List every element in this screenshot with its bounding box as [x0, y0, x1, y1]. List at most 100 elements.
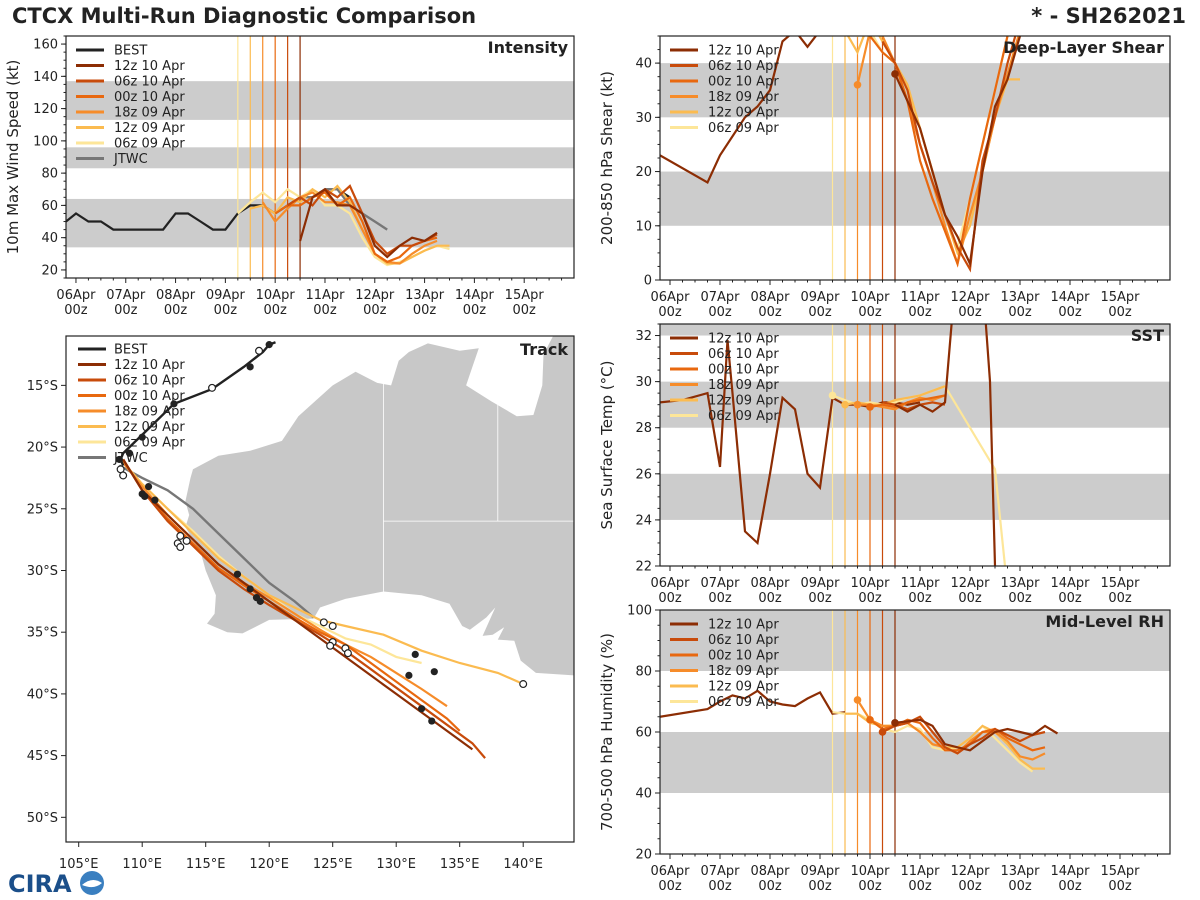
rh-xtick-day: 11Apr	[900, 864, 940, 879]
shear-run-line-0	[894, 36, 1022, 268]
sst-xtick-hour: 00z	[1008, 591, 1032, 606]
cira-logo: CIRA	[8, 870, 104, 898]
intensity-ytick-label: 40	[41, 231, 58, 246]
intensity-plot-area	[66, 36, 574, 278]
sst-xtick-day: 08Apr	[750, 576, 790, 591]
track-xtick-label: 135°E	[440, 857, 480, 872]
intensity-xtick-hour: 00z	[214, 303, 238, 318]
shear-marker	[891, 70, 899, 78]
sst-frame	[659, 323, 1171, 567]
sst-legend-label: 00z 10 Apr	[708, 363, 779, 378]
track-panel-title: Track	[520, 340, 568, 359]
shear-xtick-hour: 00z	[758, 305, 782, 320]
intensity-xtick-day: 11Apr	[305, 288, 345, 303]
intensity-xtick-day: 12Apr	[355, 288, 395, 303]
shear-legend-label: 12z 10 Apr	[708, 44, 779, 59]
rh-xtick-hour: 00z	[958, 879, 982, 894]
track-marker-filled	[265, 341, 273, 349]
intensity-legend-label: 12z 10 Apr	[114, 59, 185, 74]
track-marker-open	[519, 680, 528, 689]
track-legend-label: 06z 09 Apr	[114, 436, 185, 451]
track-marker-filled	[246, 585, 254, 593]
track-ytick-label: 20°S	[27, 441, 58, 456]
sst-xtick-hour: 00z	[708, 591, 732, 606]
track-marker-open	[328, 622, 337, 631]
intensity-xtick-hour: 00z	[64, 303, 88, 318]
rh-run-line-5	[832, 711, 1034, 773]
sst-xtick-hour: 00z	[758, 591, 782, 606]
track-marker-filled	[141, 492, 149, 501]
sst-panel-title: SST	[1131, 326, 1164, 345]
track-ytick-label: 15°S	[27, 379, 58, 394]
sst-xtick-hour: 00z	[858, 591, 882, 606]
track-marker-open	[176, 543, 185, 552]
rh-legend-label: 12z 09 Apr	[708, 680, 779, 695]
rh-ytick-label: 40	[635, 787, 652, 802]
rh-legend-label: 18z 09 Apr	[708, 664, 779, 679]
shear-run-line-1	[881, 36, 1017, 273]
rh-legend-label: 00z 10 Apr	[708, 649, 779, 664]
track-legend-label: JTWC	[113, 451, 148, 466]
track-ytick-label: 45°S	[27, 749, 58, 764]
track-marker-open	[255, 346, 264, 355]
shear-xtick-hour: 00z	[958, 305, 982, 320]
sst-legend-label: 18z 09 Apr	[708, 378, 779, 393]
track-legend-label: 12z 10 Apr	[114, 358, 185, 373]
shear-xtick-hour: 00z	[708, 305, 732, 320]
rh-run-line-0	[894, 718, 1059, 752]
intensity-xtick-hour: 00z	[513, 303, 537, 318]
shear-xtick-hour: 00z	[808, 305, 832, 320]
sst-run-line-4	[844, 385, 946, 406]
shear-xtick-day: 14Apr	[1050, 290, 1090, 305]
track-ytick-label: 50°S	[27, 811, 58, 826]
sst-ytick-label: 32	[635, 329, 652, 344]
track-marker-filled	[125, 449, 134, 457]
rh-marker	[866, 716, 874, 724]
australia-land	[185, 336, 574, 676]
intensity-xtick-day: 06Apr	[56, 288, 96, 303]
sst-marker	[866, 403, 874, 411]
storm-id: * - SH262021	[1031, 4, 1186, 28]
sst-plot-area	[660, 324, 1170, 566]
rh-xtick-day: 14Apr	[1050, 864, 1090, 879]
shear-ytick-label: 0	[644, 274, 652, 289]
sst-xtick-day: 11Apr	[900, 576, 940, 591]
shear-xtick-day: 07Apr	[700, 290, 740, 305]
intensity-ylabel: 10m Max Wind Speed (kt)	[4, 60, 22, 255]
sst-shade-band	[660, 473, 1170, 520]
track-marker-filled	[144, 482, 153, 491]
sst-xtick-day: 07Apr	[700, 576, 740, 591]
shear-xtick-day: 09Apr	[800, 290, 840, 305]
track-legend-label: 06z 10 Apr	[114, 374, 185, 389]
shear-xtick-day: 10Apr	[850, 290, 890, 305]
jtwc-track	[118, 464, 315, 619]
shear-panel-title: Deep-Layer Shear	[1003, 38, 1164, 57]
intensity-xtick-hour: 00z	[413, 303, 437, 318]
intensity-xtick-hour: 00z	[463, 303, 487, 318]
intensity-run-line-0	[299, 187, 438, 259]
shear-xtick-day: 13Apr	[1000, 290, 1040, 305]
track-legend-label: 12z 09 Apr	[114, 420, 185, 435]
track-run-line-4	[119, 458, 524, 686]
track-marker-filled	[138, 433, 146, 441]
rh-marker	[878, 728, 887, 736]
rh-panel-title: Mid-Level RH	[1045, 612, 1164, 631]
track-run-line-2	[122, 458, 461, 732]
rh-ytick-label: 80	[635, 665, 652, 680]
sst-ytick-label: 22	[635, 560, 652, 575]
intensity-xtick-hour: 00z	[263, 303, 287, 318]
rh-marker	[891, 719, 899, 727]
sst-marker	[828, 391, 837, 400]
intensity-xtick-hour: 00z	[363, 303, 387, 318]
shear-legend-label: 06z 10 Apr	[708, 59, 779, 74]
rh-legend-label: 06z 10 Apr	[708, 633, 779, 648]
sst-shade-band	[660, 381, 1170, 428]
intensity-ytick-label: 160	[33, 38, 58, 53]
track-marker-filled	[418, 705, 426, 713]
rh-xtick-day: 08Apr	[750, 864, 790, 879]
track-marker-filled	[246, 363, 254, 371]
track-xtick-label: 110°E	[122, 857, 162, 872]
track-marker-filled	[256, 597, 264, 605]
sst-xtick-day: 13Apr	[1000, 576, 1040, 591]
